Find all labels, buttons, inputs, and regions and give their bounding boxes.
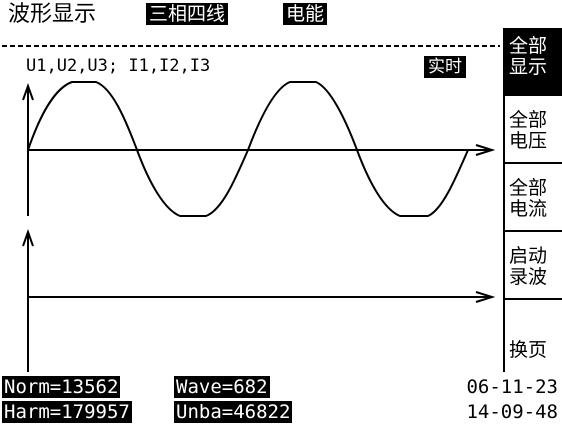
upper-x-arrow [475,144,496,156]
sidebar: 全部 显示 全部 电压 全部 电流 启动 录波 换页 [503,28,562,372]
show-all-label-2: 显示 [509,56,548,78]
wiring-mode-tag: 三相四线 [146,3,229,25]
all-current-label-1: 全部 [509,177,548,199]
date-readout: 06-11-23 [466,376,558,398]
energy-tag: 电能 [283,3,328,25]
harm-value: Harm=179957 [2,401,132,423]
start-recording-button[interactable]: 启动 录波 [505,232,562,300]
show-all-label-1: 全部 [509,35,548,57]
realtime-badge: 实时 [424,56,466,78]
wave-value: Wave=682 [174,376,270,398]
start-recording-label-1: 启动 [509,245,548,267]
all-voltage-button[interactable]: 全部 电压 [505,96,562,164]
lower-x-arrow [475,291,496,303]
lower-y-arrow [22,229,34,247]
next-page-label: 换页 [509,339,548,361]
norm-value: Norm=13562 [2,376,121,398]
all-current-label-2: 电流 [509,198,548,220]
start-recording-label-2: 录波 [509,266,548,288]
upper-y-arrow [22,83,34,101]
show-all-button[interactable]: 全部 显示 [505,28,562,96]
time-readout: 14-09-48 [466,401,558,423]
next-page-button[interactable]: 换页 [505,300,562,372]
all-current-button[interactable]: 全部 电流 [505,164,562,232]
unba-value: Unba=46822 [174,401,293,423]
page-title: 波形显示 [8,2,97,27]
all-voltage-label-2: 电压 [509,130,548,152]
all-voltage-label-1: 全部 [509,109,548,131]
voltage-waveform [27,81,469,217]
waveform-plot [2,45,500,372]
channels-label: U1,U2,U3; I1,I2,I3 [26,56,211,76]
